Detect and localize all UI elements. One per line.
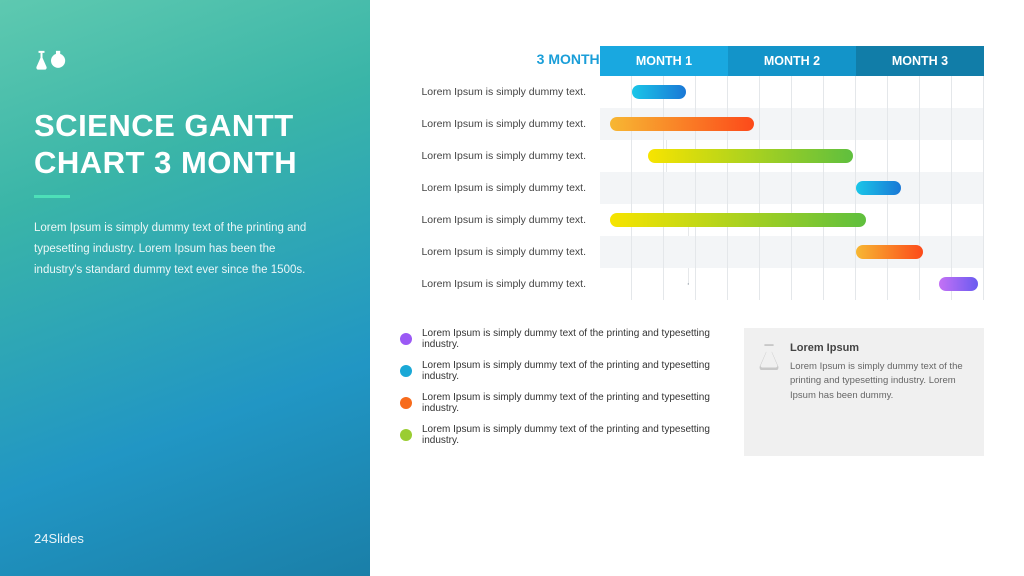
beaker-icon: [758, 344, 780, 370]
task-label: Lorem Ipsum is simply dummy text.: [400, 214, 600, 226]
flask-icon: [34, 48, 68, 82]
brand-label: 24Slides: [34, 531, 336, 546]
legend-dot: [400, 333, 412, 345]
gantt-bar: [610, 117, 754, 131]
task-label: Lorem Ipsum is simply dummy text.: [400, 86, 600, 98]
month-header: MONTH 1MONTH 2MONTH 3: [600, 46, 984, 76]
legend-item: Lorem Ipsum is simply dummy text of the …: [400, 360, 718, 382]
task-row: Lorem Ipsum is simply dummy text.: [400, 140, 984, 172]
legend-dot: [400, 365, 412, 377]
task-track: [600, 140, 984, 172]
legend-text: Lorem Ipsum is simply dummy text of the …: [422, 424, 718, 446]
gantt-bar: [632, 85, 686, 99]
task-label: Lorem Ipsum is simply dummy text.: [400, 246, 600, 258]
legend-dot: [400, 429, 412, 441]
gantt-bar: [856, 181, 901, 195]
task-track: [600, 76, 984, 108]
main-content: 3 MONTHS MONTH 1MONTH 2MONTH 3 Lorem Ips…: [370, 0, 1024, 576]
month-header-cell: MONTH 1: [600, 46, 728, 76]
legend-text: Lorem Ipsum is simply dummy text of the …: [422, 360, 718, 382]
task-label: Lorem Ipsum is simply dummy text.: [400, 118, 600, 130]
month-header-cell: MONTH 3: [856, 46, 984, 76]
legend-section: Lorem Ipsum is simply dummy text of the …: [400, 328, 984, 456]
task-label: Lorem Ipsum is simply dummy text.: [400, 150, 600, 162]
gantt-bar: [939, 277, 977, 291]
sidebar: SCIENCE GANTT CHART 3 MONTH Lorem Ipsum …: [0, 0, 370, 576]
legend-item: Lorem Ipsum is simply dummy text of the …: [400, 328, 718, 350]
legend-item: Lorem Ipsum is simply dummy text of the …: [400, 392, 718, 414]
task-track: [600, 108, 984, 140]
gantt-chart: MONTH 1MONTH 2MONTH 3 Lorem Ipsum is sim…: [400, 46, 984, 300]
task-track: [600, 268, 984, 300]
task-rows: Lorem Ipsum is simply dummy text. Lorem I…: [400, 76, 984, 300]
task-track: [600, 172, 984, 204]
legend-list: Lorem Ipsum is simply dummy text of the …: [400, 328, 718, 456]
task-track: [600, 204, 984, 236]
legend-text: Lorem Ipsum is simply dummy text of the …: [422, 328, 718, 350]
page-subtitle: Lorem Ipsum is simply dummy text of the …: [34, 218, 314, 280]
task-track: [600, 236, 984, 268]
title-underline: [34, 195, 70, 198]
task-row: Lorem Ipsum is simply dummy text.: [400, 172, 984, 204]
task-row: Lorem Ipsum is simply dummy text.: [400, 268, 984, 300]
task-row: Lorem Ipsum is simply dummy text.: [400, 76, 984, 108]
legend-dot: [400, 397, 412, 409]
task-label: Lorem Ipsum is simply dummy text.: [400, 278, 600, 290]
gantt-bar: [648, 149, 853, 163]
month-header-cell: MONTH 2: [728, 46, 856, 76]
legend-text: Lorem Ipsum is simply dummy text of the …: [422, 392, 718, 414]
task-row: Lorem Ipsum is simply dummy text.: [400, 236, 984, 268]
gantt-bar: [856, 245, 923, 259]
gantt-bar: [610, 213, 866, 227]
callout-box: Lorem Ipsum Lorem Ipsum is simply dummy …: [744, 328, 984, 456]
callout-title: Lorem Ipsum: [790, 342, 968, 354]
legend-item: Lorem Ipsum is simply dummy text of the …: [400, 424, 718, 446]
callout-text: Lorem Ipsum is simply dummy text of the …: [790, 360, 968, 403]
task-row: Lorem Ipsum is simply dummy text.: [400, 204, 984, 236]
task-label: Lorem Ipsum is simply dummy text.: [400, 182, 600, 194]
task-row: Lorem Ipsum is simply dummy text.: [400, 108, 984, 140]
page-title: SCIENCE GANTT CHART 3 MONTH: [34, 108, 336, 181]
